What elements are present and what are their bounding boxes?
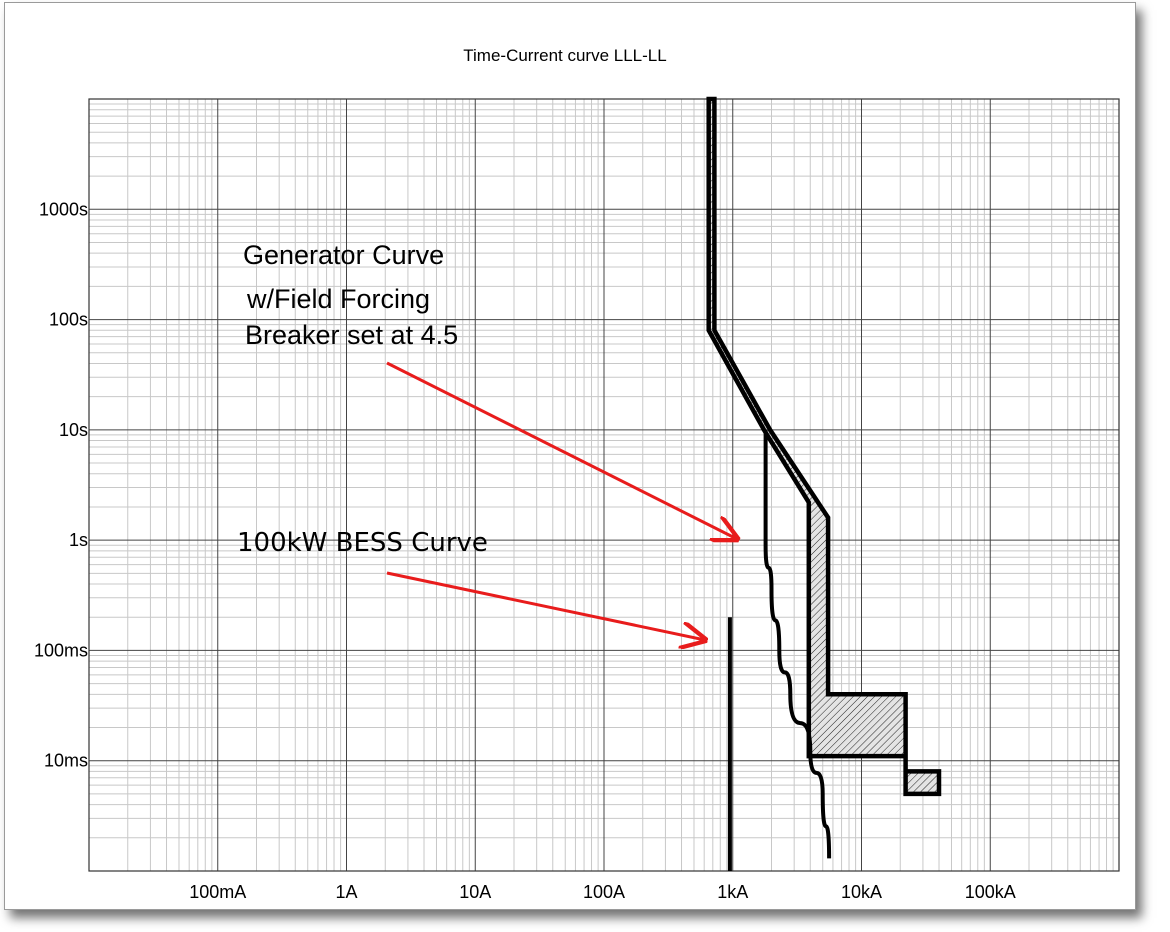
annotation-generator-line3: Breaker set at 4.5 bbox=[245, 320, 458, 350]
y-tick-label: 1s bbox=[69, 530, 88, 550]
plot-border bbox=[88, 98, 1120, 872]
annotation-arrow-bess bbox=[386, 571, 705, 640]
annotation-generator-line1: Generator Curve bbox=[243, 240, 444, 270]
y-axis-tick-labels: 1000s 100s 10s 1s 100ms 10ms bbox=[34, 199, 88, 770]
breaker-curve-line bbox=[763, 429, 832, 859]
x-tick-label: 100mA bbox=[189, 882, 246, 902]
annotation-bess: 100kW BESS Curve bbox=[237, 528, 488, 558]
time-current-chart: Time-Current curve LLL-LL 1000s 100s 10s… bbox=[34, 46, 1120, 902]
annotation-generator-line2: w/Field Forcing bbox=[246, 284, 430, 314]
x-tick-label: 100A bbox=[583, 882, 625, 902]
x-tick-label: 100kA bbox=[965, 882, 1016, 902]
x-tick-label: 1A bbox=[335, 882, 357, 902]
chart-title: Time-Current curve LLL-LL bbox=[463, 46, 666, 65]
x-tick-label: 10kA bbox=[841, 882, 882, 902]
y-tick-label: 10ms bbox=[44, 751, 88, 771]
y-tick-label: 1000s bbox=[39, 199, 88, 219]
y-tick-label: 100ms bbox=[34, 640, 88, 660]
annotation-arrow-generator bbox=[386, 361, 737, 539]
x-tick-label: 10A bbox=[459, 882, 491, 902]
y-tick-label: 10s bbox=[59, 420, 88, 440]
chart-frame: Time-Current curve LLL-LL 1000s 100s 10s… bbox=[4, 2, 1136, 910]
x-axis-tick-labels: 100mA 1A 10A 100A 1kA 10kA 100kA bbox=[189, 882, 1016, 902]
y-tick-label: 100s bbox=[49, 310, 88, 330]
x-tick-label: 1kA bbox=[717, 882, 748, 902]
generator-curve-band bbox=[706, 96, 942, 797]
